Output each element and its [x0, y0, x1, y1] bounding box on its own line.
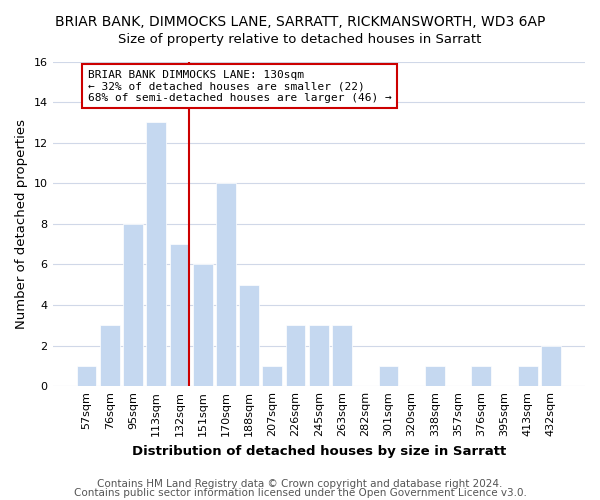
Bar: [193, 264, 212, 386]
X-axis label: Distribution of detached houses by size in Sarratt: Distribution of detached houses by size …: [131, 444, 506, 458]
Bar: [379, 366, 398, 386]
Text: BRIAR BANK, DIMMOCKS LANE, SARRATT, RICKMANSWORTH, WD3 6AP: BRIAR BANK, DIMMOCKS LANE, SARRATT, RICK…: [55, 15, 545, 29]
Y-axis label: Number of detached properties: Number of detached properties: [15, 119, 28, 329]
Bar: [77, 366, 97, 386]
Text: Contains public sector information licensed under the Open Government Licence v3: Contains public sector information licen…: [74, 488, 526, 498]
Bar: [309, 326, 329, 386]
Text: Size of property relative to detached houses in Sarratt: Size of property relative to detached ho…: [118, 32, 482, 46]
Bar: [425, 366, 445, 386]
Bar: [518, 366, 538, 386]
Text: BRIAR BANK DIMMOCKS LANE: 130sqm
← 32% of detached houses are smaller (22)
68% o: BRIAR BANK DIMMOCKS LANE: 130sqm ← 32% o…: [88, 70, 392, 103]
Bar: [286, 326, 305, 386]
Text: Contains HM Land Registry data © Crown copyright and database right 2024.: Contains HM Land Registry data © Crown c…: [97, 479, 503, 489]
Bar: [216, 184, 236, 386]
Bar: [170, 244, 190, 386]
Bar: [541, 346, 561, 386]
Bar: [146, 122, 166, 386]
Bar: [239, 284, 259, 386]
Bar: [332, 326, 352, 386]
Bar: [123, 224, 143, 386]
Bar: [262, 366, 282, 386]
Bar: [100, 326, 119, 386]
Bar: [472, 366, 491, 386]
